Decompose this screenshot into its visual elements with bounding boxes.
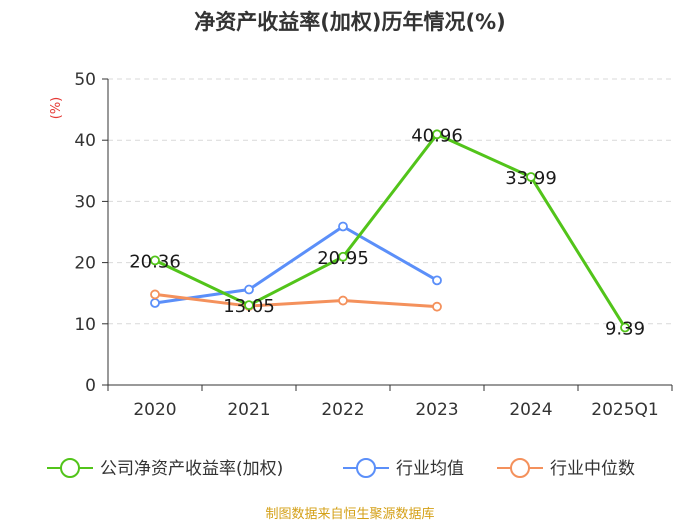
data-label-2023: 40.96	[411, 125, 463, 146]
legend-marker-1	[356, 458, 376, 478]
series-line-1	[154, 224, 438, 305]
y-tick-label-10: 10	[74, 315, 96, 335]
legend-item-1: 行业均值	[343, 458, 464, 479]
legend-label-0: 公司净资产收益率(加权)	[100, 459, 283, 479]
series-1-point-2021	[244, 284, 254, 295]
series-line-2	[154, 292, 438, 309]
legend: 公司净资产收益率(加权) 行业均值 行业中位数	[47, 458, 635, 479]
chart-title: 净资产收益率(加权)历年情况(%)	[194, 10, 505, 34]
grid-lines	[108, 78, 672, 325]
series-2-point-2022	[338, 295, 348, 306]
data-label-2024: 33.99	[505, 168, 557, 189]
axes: 0 10 20 30 40 50 2020 2021 2022 2023 2024 2025Q1	[74, 70, 673, 420]
y-tick-label-40: 40	[74, 131, 96, 151]
y-tick-label-0: 0	[85, 376, 96, 396]
x-tick-label-2021: 2021	[227, 400, 270, 420]
data-label-2022: 20.95	[317, 248, 369, 269]
legend-marker-0	[60, 458, 80, 478]
series-lines	[150, 129, 630, 333]
x-tick-label-2023: 2023	[415, 400, 458, 420]
series-0-point-2023	[432, 129, 442, 140]
series-0-point-2022	[338, 251, 348, 262]
legend-item-0: 公司净资产收益率(加权)	[47, 458, 283, 479]
y-axis-unit-label: (%)	[49, 97, 64, 120]
source-credit: 制图数据来自恒生聚源数据库	[265, 506, 434, 522]
x-tick-label-2022: 2022	[321, 400, 364, 420]
x-tick-label-2020: 2020	[133, 400, 176, 420]
series-2-point-2020	[150, 289, 160, 300]
series-2-point-2023	[432, 301, 442, 312]
data-label-2021: 13.05	[223, 296, 275, 317]
legend-label-1: 行业均值	[396, 459, 464, 479]
legend-item-2: 行业中位数	[497, 458, 635, 479]
data-label-2025Q1: 9.39	[605, 319, 645, 340]
series-0-point-2021	[244, 300, 254, 311]
series-1-point-2023	[432, 275, 442, 286]
x-tick-label-2025Q1: 2025Q1	[591, 400, 658, 420]
series-1-point-2020	[150, 298, 160, 308]
y-tick-label-50: 50	[74, 70, 96, 90]
data-labels: 20.36 13.05 20.95 40.96 33.99 9.39	[129, 125, 645, 339]
series-line-0	[154, 132, 627, 329]
series-0-point-2020	[150, 255, 160, 266]
series-0-point-2024	[526, 172, 536, 182]
legend-label-2: 行业中位数	[550, 459, 635, 479]
legend-marker-2	[510, 458, 530, 478]
y-tick-label-20: 20	[74, 254, 96, 274]
series-0-point-2025Q1	[620, 322, 630, 333]
data-label-2020: 20.36	[129, 251, 181, 272]
series-1-point-2022	[338, 221, 348, 232]
x-tick-label-2024: 2024	[509, 400, 552, 420]
y-tick-label-30: 30	[74, 192, 96, 212]
